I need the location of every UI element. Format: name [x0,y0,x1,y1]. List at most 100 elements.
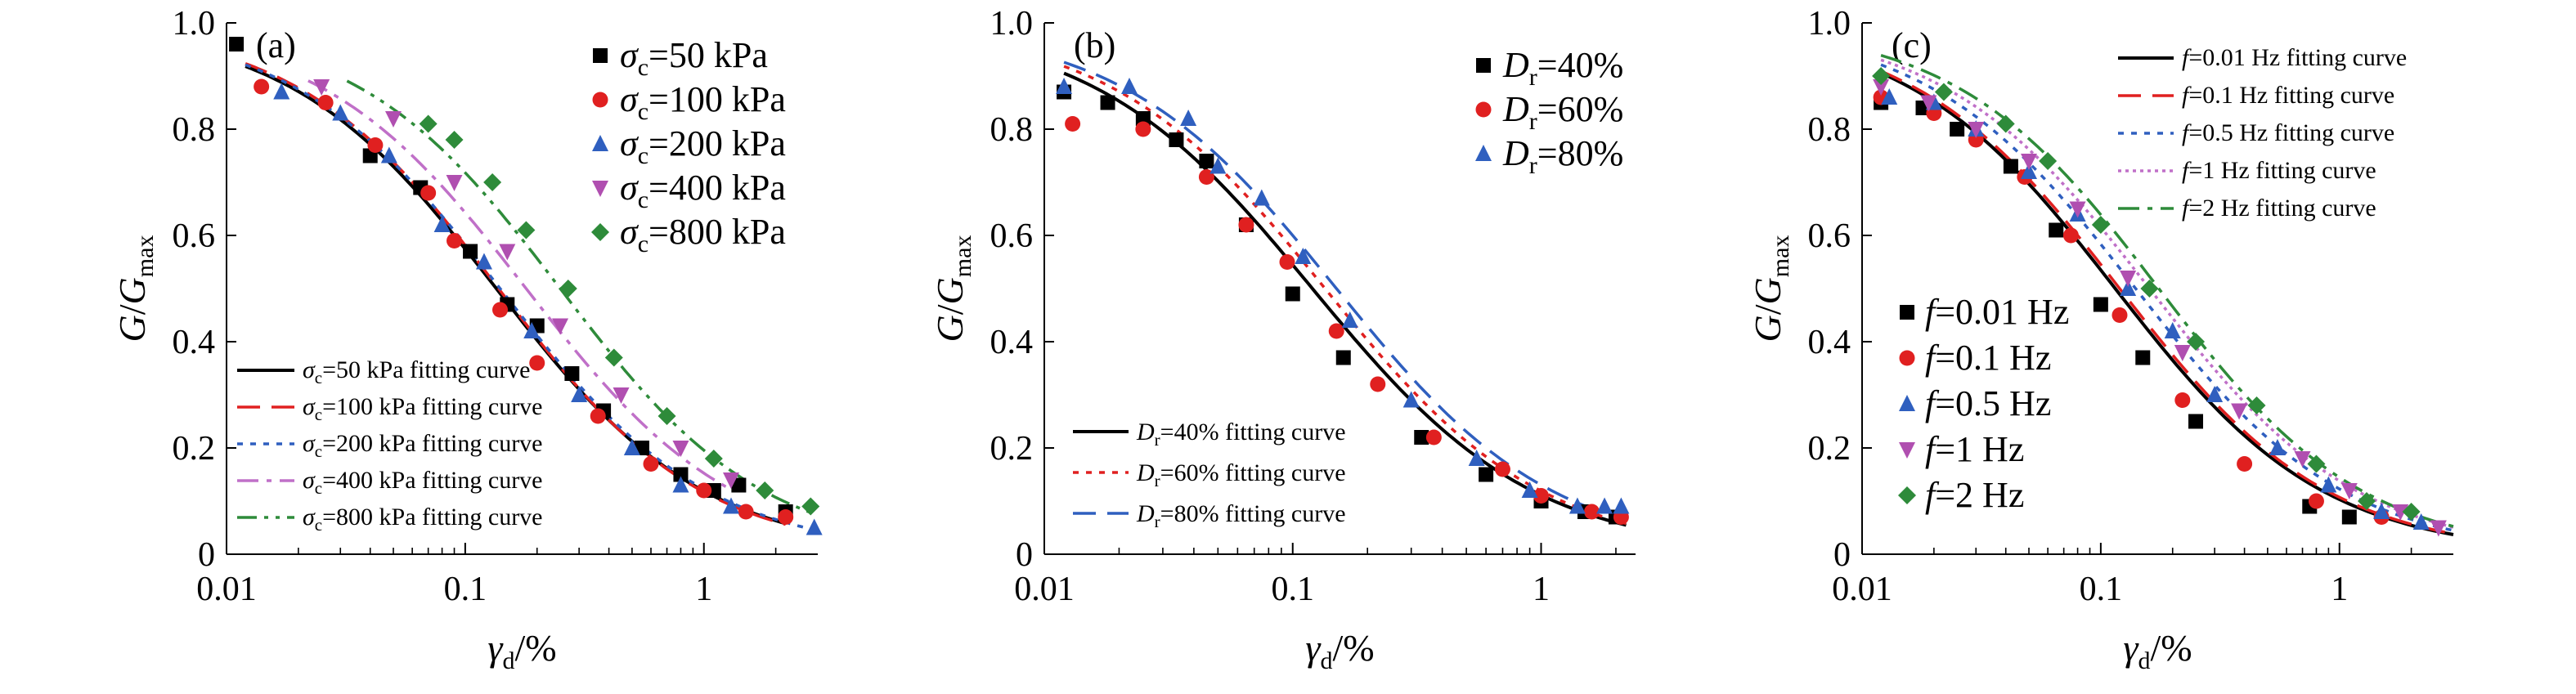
legend-label-sub: c [638,142,648,169]
data-point [2412,513,2430,530]
legend-marker [1898,486,1916,504]
legend-label-sub: c [315,405,322,424]
legend-marker [592,135,608,151]
data-point [801,497,820,516]
legend-marker [1476,58,1491,73]
x-tick-label: 0.1 [1272,571,1315,608]
x-axis-label-sub: d [503,647,515,674]
data-point [613,387,630,404]
data-point [2357,492,2376,510]
y-axis-label-slash: / [929,304,971,315]
data-point [2021,154,2038,170]
fitting-curve [346,79,811,514]
y-axis-label-g2: G [1747,277,1788,304]
legend-label-rest: =2 Hz fitting curve [2188,195,2376,222]
data-point [722,497,739,514]
legend-label-sub: c [638,54,648,81]
data-point [657,407,676,425]
x-tick-label: 1 [1533,571,1550,608]
legend-label-sub: r [1155,430,1160,450]
data-point [806,518,823,535]
data-point [1199,154,1214,168]
legend-marker [1899,442,1915,459]
legend-marker [1899,350,1915,366]
y-tick-label: 0.4 [1808,324,1851,361]
legend-label: f=0.5 Hz [1925,383,2051,423]
data-point [1596,497,1613,514]
legend-label: Dr=40% fitting curve [1136,419,1346,450]
data-point [1135,121,1151,137]
legend-label: f=1 Hz [1925,429,2024,469]
data-point [2402,503,2421,521]
data-point [1414,430,1429,445]
data-point [2120,271,2137,287]
legend-label: Dr=40% [1502,45,1623,91]
legend-label: σc=200 kPa fitting curve [303,430,543,461]
data-point [1950,122,1965,137]
y-axis-label-slash: / [111,304,153,315]
legend-label-rest: =80% [1537,133,1623,173]
data-point [433,216,451,232]
y-tick-label: 0.2 [990,430,1034,468]
data-point [1100,95,1115,110]
legend-label: σc=200 kPa [620,123,786,169]
legend-label-symbol: σ [303,467,316,494]
data-point [2164,322,2181,338]
data-point [317,95,334,110]
y-tick-label: 0.2 [173,430,216,468]
legend-label-symbol: σ [620,168,640,208]
legend-label-rest: =0.5 Hz fitting curve [2188,119,2394,146]
data-point [367,137,384,153]
data-point [313,79,330,96]
data-point [1468,450,1485,466]
legend-label-rest: =800 kPa [648,212,786,252]
data-point [254,78,270,95]
legend-label: σc=400 kPa fitting curve [303,467,543,498]
legend-label: f=0.1 Hz fitting curve [2182,82,2394,109]
y-tick-label: 0.2 [1808,430,1851,468]
fitting-curve [1063,60,1627,522]
data-point [517,221,536,240]
legend-label-rest: =0.01 Hz [1935,292,2069,332]
legend-label-rest: =200 kPa fitting curve [322,430,542,457]
x-axis-label: γd/% [2123,627,2192,674]
data-point [529,355,545,371]
data-point [446,175,463,191]
data-point [2069,201,2086,218]
legend-label: σc=400 kPa [620,168,786,213]
y-tick-label: 0.8 [990,111,1034,149]
legend-label-sub: r [1155,512,1160,531]
data-point [1934,83,1953,101]
legend-label-rest: =2 Hz [1935,475,2024,515]
y-tick-label: 0 [198,536,215,574]
y-tick-label: 0.4 [173,324,216,361]
data-point [1873,79,1890,96]
legend-label: f=2 Hz [1925,475,2024,515]
data-point [604,348,623,367]
legend-label-sub: r [1155,471,1160,490]
data-point [1370,376,1386,392]
data-point [1402,391,1420,408]
data-point [1341,311,1358,328]
y-axis-label: G/Gmax [929,235,976,343]
fitting-curve [1880,63,2454,532]
x-tick-label: 1 [2331,571,2348,608]
legend-label: σc=50 kPa [620,35,768,81]
legend-marker [1475,101,1492,118]
fitting-curve [245,62,787,526]
data-point [492,302,509,318]
legend-label-rest: =50 kPa [648,35,768,75]
y-axis-label: G/Gmax [1747,235,1794,343]
legend-label-sub: c [638,186,648,213]
y-tick-label: 0.8 [173,111,216,149]
data-point [1920,95,1937,112]
x-axis-label-gamma: γ [487,627,504,669]
data-point [1968,122,1985,138]
x-axis-label-gamma: γ [1305,627,1322,669]
data-point [1295,248,1312,264]
data-point [2140,280,2159,298]
data-point [2430,520,2447,537]
x-tick-label: 1 [695,571,712,608]
legend-label-rest: =0.1 Hz [1935,338,2051,378]
